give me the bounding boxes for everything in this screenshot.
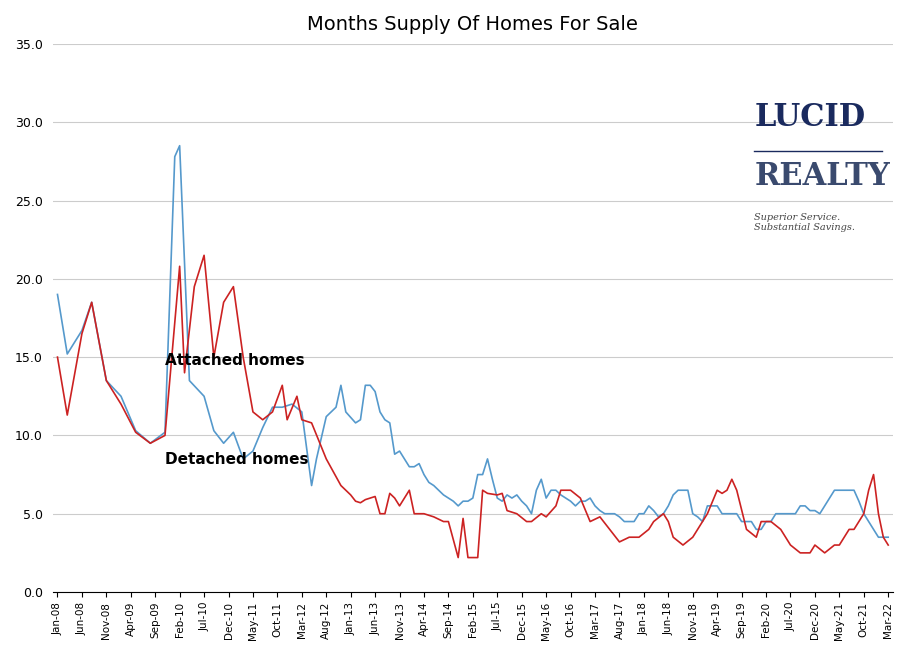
Text: LUCID: LUCID	[754, 102, 865, 134]
Text: Superior Service.
Substantial Savings.: Superior Service. Substantial Savings.	[754, 213, 855, 233]
Text: REALTY: REALTY	[754, 161, 890, 193]
Text: Attached homes: Attached homes	[165, 353, 305, 368]
Title: Months Supply Of Homes For Sale: Months Supply Of Homes For Sale	[307, 15, 638, 34]
Text: Detached homes: Detached homes	[165, 451, 308, 466]
